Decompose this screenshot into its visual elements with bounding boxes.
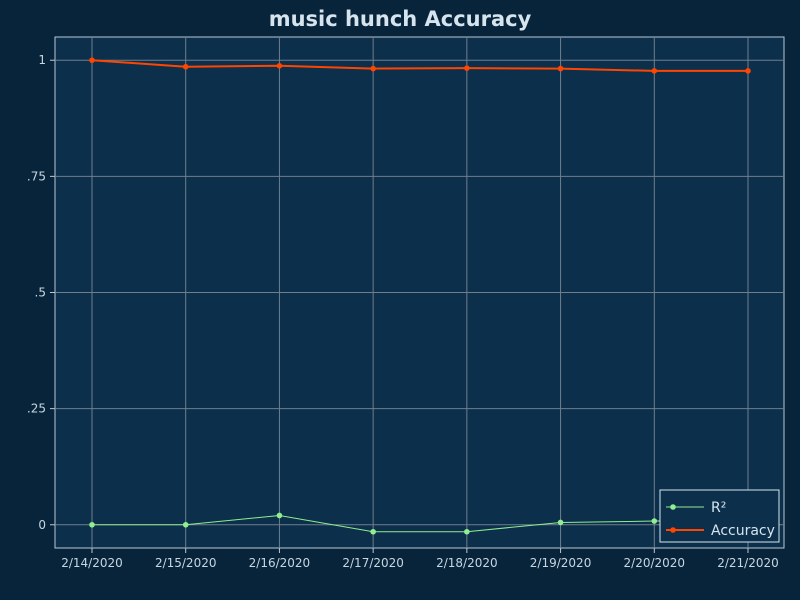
chart-title: music hunch Accuracy (269, 7, 532, 31)
data-point (464, 65, 470, 71)
x-tick-label: 2/19/2020 (530, 556, 592, 570)
data-point (276, 63, 283, 69)
x-tick-label: 2/21/2020 (717, 556, 779, 570)
data-point (182, 521, 189, 528)
y-tick-label: .5 (35, 286, 46, 300)
x-tick-label: 2/15/2020 (155, 556, 217, 570)
series-line-accuracy (91, 59, 748, 72)
x-tick-label: 2/16/2020 (249, 556, 311, 570)
x-tick-label: 2/20/2020 (624, 556, 686, 570)
data-point (464, 528, 470, 535)
data-point (745, 68, 751, 74)
axes: 1 .75 .5 .25 0 2/14/2020 2/15/2020 2/16/2020 2/1… (27, 53, 779, 570)
y-tick-label: .75 (27, 169, 46, 183)
legend-swatch-marker (670, 504, 676, 510)
legend-swatch-marker (670, 527, 676, 533)
grid (55, 37, 784, 548)
data-point (651, 68, 658, 74)
data-point (276, 512, 283, 519)
legend-label: R² (711, 500, 726, 516)
data-point (651, 518, 658, 524)
data-point (89, 521, 95, 528)
legend-box (659, 489, 780, 543)
x-tick-label: 2/14/2020 (61, 556, 123, 570)
x-tick-label: 2/18/2020 (436, 556, 498, 570)
data-point (370, 528, 376, 535)
data-point (370, 65, 376, 72)
legend: R² Accuracy (659, 489, 780, 543)
series-layer (89, 57, 751, 535)
data-point (557, 65, 564, 72)
x-tick-label: 2/17/2020 (342, 556, 404, 570)
series-line-r-squared (92, 514, 748, 533)
y-tick-label: .25 (27, 402, 46, 416)
data-point (89, 57, 95, 64)
legend-label: Accuracy (711, 523, 775, 539)
y-tick-label: 0 (38, 518, 46, 532)
y-tick-label: 1 (38, 53, 46, 67)
data-point (182, 63, 189, 70)
data-point (557, 519, 564, 526)
